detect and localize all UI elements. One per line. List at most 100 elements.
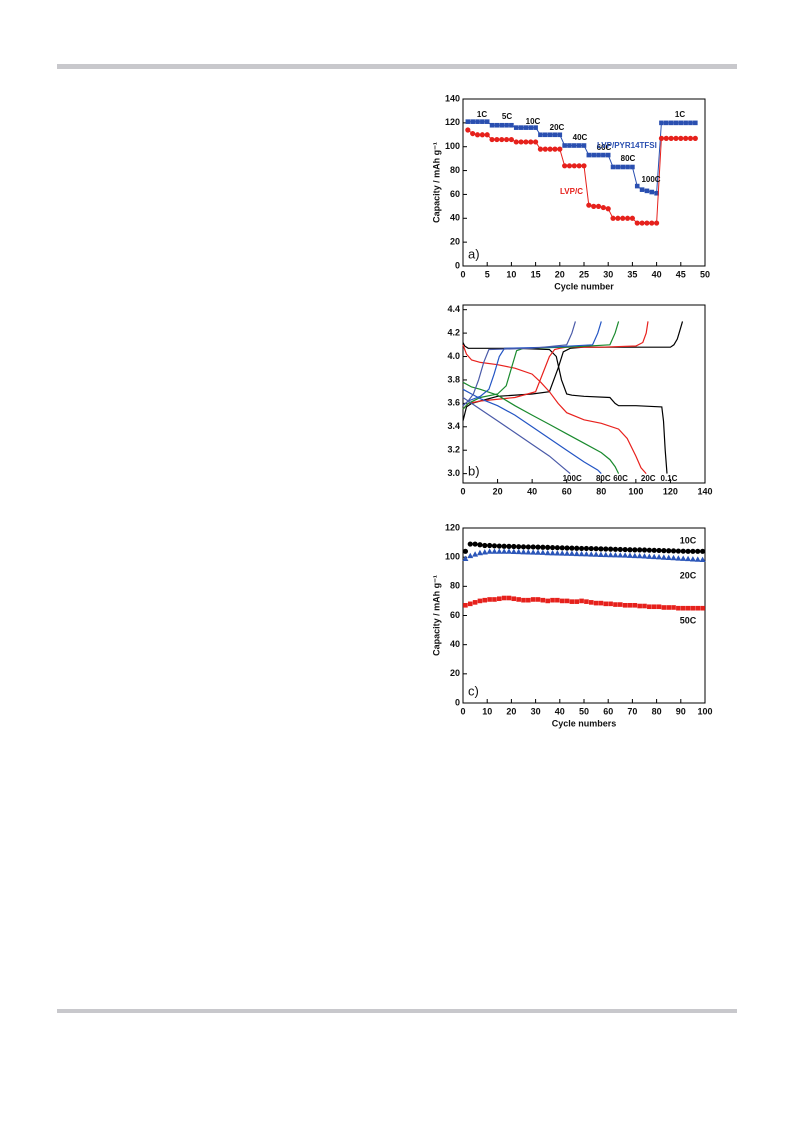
marker <box>569 545 575 551</box>
marker <box>501 595 507 601</box>
marker <box>518 125 524 130</box>
marker <box>617 546 623 553</box>
marker <box>476 549 483 556</box>
marker <box>632 547 638 553</box>
marker <box>658 135 665 141</box>
y-tick-label: 3.2 <box>447 445 460 455</box>
marker <box>605 152 611 158</box>
marker <box>593 546 599 552</box>
marker <box>550 597 555 603</box>
marker <box>618 602 623 607</box>
x-tick-label: 50 <box>700 269 710 279</box>
marker <box>630 164 635 170</box>
x-axis-title: Cycle number <box>554 281 614 291</box>
marker <box>480 119 485 124</box>
x-tick-label: 80 <box>652 706 662 716</box>
marker <box>484 119 490 124</box>
marker <box>564 545 570 551</box>
marker <box>538 132 543 138</box>
marker <box>615 215 621 221</box>
marker <box>491 548 498 554</box>
marker <box>465 119 471 124</box>
rate-label: 60C <box>597 143 612 152</box>
marker <box>513 139 519 145</box>
x-tick-label: 50 <box>579 706 589 716</box>
series-label: 10C <box>680 535 697 545</box>
data-line <box>462 321 602 407</box>
x-tick-label: 20 <box>506 706 516 716</box>
rate-label: 40C <box>573 133 588 142</box>
marker <box>463 602 468 608</box>
marker <box>626 552 633 558</box>
marker <box>578 545 585 552</box>
marker <box>562 143 567 148</box>
marker <box>528 139 534 145</box>
marker <box>472 541 478 547</box>
marker <box>477 598 483 604</box>
y-tick-label: 120 <box>445 522 460 532</box>
marker <box>489 136 495 143</box>
y-tick-label: 3.0 <box>447 468 460 478</box>
rate-label: 5C <box>502 112 512 121</box>
marker <box>513 125 519 130</box>
marker <box>547 132 553 138</box>
marker <box>685 548 691 554</box>
y-tick-label: 3.8 <box>447 374 460 384</box>
x-tick-label: 30 <box>531 706 541 716</box>
x-tick-label: 20 <box>555 269 565 279</box>
y-tick-label: 120 <box>445 117 460 127</box>
y-tick-label: 3.6 <box>447 398 460 408</box>
y-axis-title: Capacity / mAh g⁻¹ <box>431 142 441 223</box>
plot-frame <box>462 98 706 267</box>
marker <box>683 120 688 126</box>
marker <box>470 130 476 137</box>
marker <box>654 220 660 226</box>
x-tick-label: 40 <box>555 706 565 716</box>
marker <box>639 187 645 192</box>
marker <box>646 547 652 553</box>
y-tick-label: 100 <box>445 552 460 562</box>
x-tick-label: 0 <box>460 486 465 496</box>
marker <box>588 600 594 605</box>
marker <box>535 549 542 555</box>
y-tick-label: 140 <box>445 93 460 103</box>
marker <box>608 601 613 607</box>
marker <box>656 604 662 610</box>
series-label: 20C <box>680 570 697 580</box>
series-label: LVP/C <box>560 187 583 196</box>
marker <box>600 204 606 211</box>
marker <box>602 551 609 558</box>
y-tick-label: 3.4 <box>447 421 460 431</box>
marker <box>663 135 669 141</box>
marker <box>666 548 672 554</box>
marker <box>699 548 706 554</box>
marker <box>671 605 676 610</box>
marker <box>673 135 679 141</box>
x-tick-label: 100 <box>697 706 712 716</box>
marker <box>533 139 539 145</box>
marker <box>552 132 558 138</box>
marker <box>462 555 469 562</box>
marker <box>535 597 541 602</box>
marker <box>526 597 531 603</box>
x-tick-label: 70 <box>627 706 637 716</box>
x-tick-label: 40 <box>652 269 662 279</box>
marker <box>533 125 538 130</box>
marker <box>472 600 478 605</box>
series-label: 50C <box>680 615 697 625</box>
rate-label: 100C <box>563 474 582 483</box>
marker <box>591 203 597 209</box>
marker <box>612 551 619 558</box>
marker <box>680 555 687 561</box>
x-tick-label: 60 <box>603 706 613 716</box>
marker <box>501 548 508 554</box>
marker <box>521 597 526 603</box>
marker <box>665 554 672 561</box>
marker <box>584 599 589 604</box>
marker <box>641 553 648 559</box>
marker <box>555 597 560 603</box>
marker <box>552 146 558 152</box>
marker <box>651 553 658 560</box>
y-tick-label: 80 <box>450 165 460 175</box>
marker <box>670 548 677 554</box>
